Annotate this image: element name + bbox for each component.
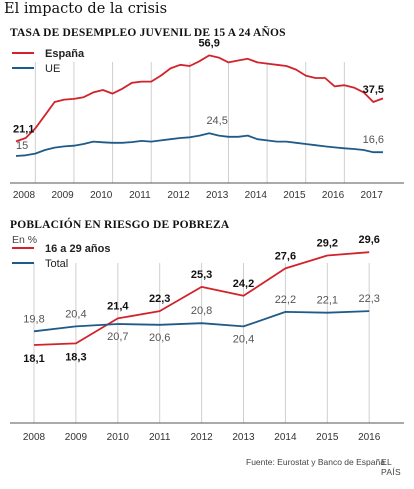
data-label: 22,1 (317, 295, 338, 307)
data-label: 16,6 (363, 134, 384, 146)
data-label: 25,3 (191, 269, 212, 281)
data-label: 18,1 (23, 353, 44, 365)
brand-logo: EL PAÍS (381, 457, 401, 477)
x-tick-label: 2012 (190, 432, 213, 443)
y-unit-label: En % (12, 234, 37, 246)
data-label: 24,5 (206, 115, 227, 127)
data-label: 20,7 (107, 331, 128, 343)
data-label: 20,6 (149, 332, 170, 344)
data-label: 29,6 (358, 234, 379, 246)
data-label: 37,5 (363, 84, 384, 96)
x-tick-label: 2009 (65, 432, 88, 443)
x-tick-label: 2008 (23, 432, 46, 443)
x-tick-label: 2016 (322, 190, 345, 201)
data-label: 24,2 (233, 278, 254, 290)
source-note: Fuente: Eurostat y Banco de España. (246, 457, 388, 467)
data-label: 27,6 (275, 250, 296, 262)
data-label: 22,3 (149, 293, 170, 305)
data-label: 56,9 (198, 37, 219, 49)
data-label: 20,4 (65, 308, 86, 320)
series-line-ue (15, 132, 383, 157)
x-tick-label: 2015 (316, 432, 339, 443)
x-tick-label: 2011 (129, 190, 151, 201)
data-label: 22,3 (358, 293, 379, 305)
x-tick-label: 2009 (52, 190, 75, 201)
legend-label: 16 a 29 años (45, 243, 110, 255)
youth-unemployment-chart: 2008 2009 2010 2011 2012 2013 2014 2015 2016 2017… (10, 37, 404, 201)
data-label: 15 (16, 140, 28, 152)
series-line-young (33, 251, 370, 346)
x-tick-label: 2016 (358, 432, 381, 443)
chart-2-title: POBLACIÓN EN RIESGO DE POBREZA (10, 219, 230, 231)
legend-label: España (45, 48, 85, 60)
data-label: 29,2 (317, 237, 338, 249)
data-label: 22,2 (275, 294, 296, 306)
x-tick-label: 2011 (149, 432, 171, 443)
x-tick-label: 2014 (245, 190, 268, 201)
page-title: El impacto de la crisis (4, 1, 168, 17)
x-tick-label: 2008 (13, 190, 36, 201)
data-label: 21,1 (13, 123, 34, 135)
data-label: 20,4 (233, 333, 254, 345)
x-tick-label: 2010 (107, 432, 130, 443)
data-label: 18,3 (65, 351, 86, 363)
series-line-total (33, 310, 370, 333)
legend-label: Total (45, 258, 68, 270)
data-label: 20,8 (191, 305, 212, 317)
chart-1-title: TASA DE DESEMPLEO JUVENIL DE 15 A 24 AÑO… (10, 27, 286, 39)
legend-label: UE (45, 63, 60, 75)
x-tick-label: 2015 (283, 190, 306, 201)
x-tick-label: 2014 (274, 432, 297, 443)
data-label: 19,8 (23, 313, 44, 325)
x-tick-label: 2013 (206, 190, 229, 201)
x-tick-label: 2012 (167, 190, 190, 201)
x-tick-label: 2013 (232, 432, 255, 443)
x-tick-label: 2010 (90, 190, 113, 201)
data-label: 21,4 (107, 300, 129, 312)
x-tick-label: 2017 (361, 190, 384, 201)
series-line-espana (15, 54, 384, 143)
